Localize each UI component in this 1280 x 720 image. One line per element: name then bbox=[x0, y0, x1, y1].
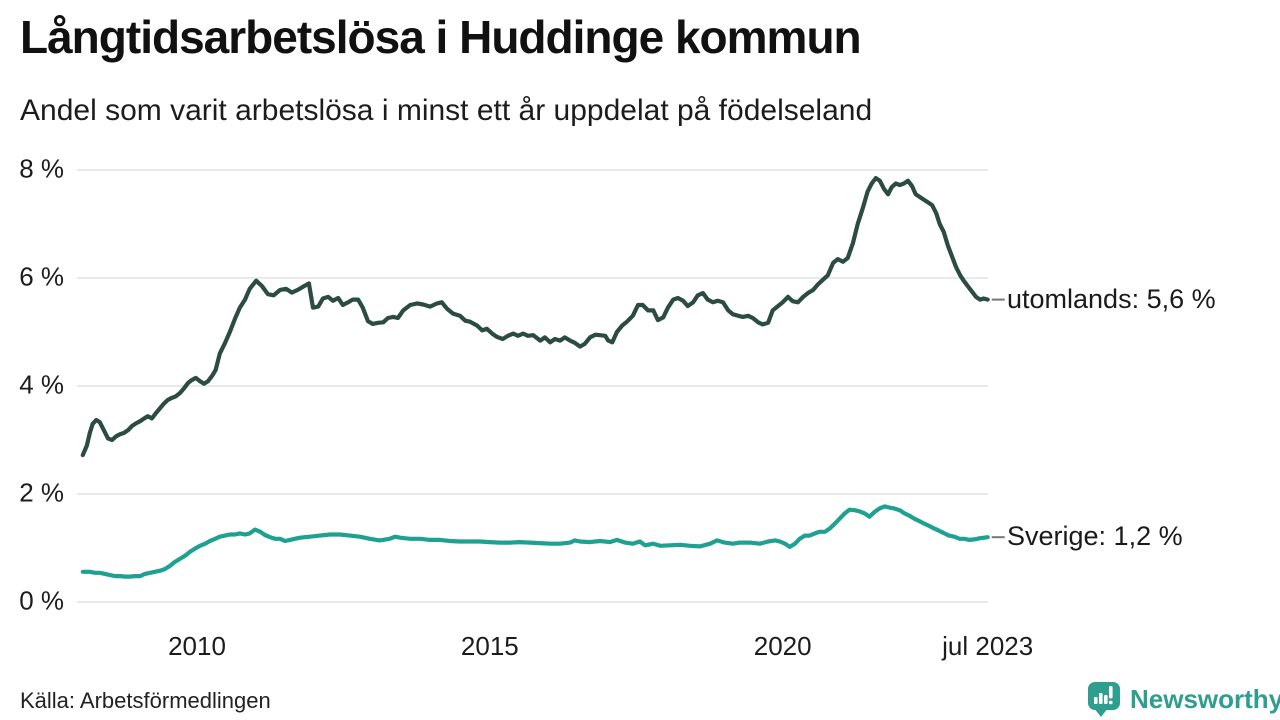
series-line-sverige bbox=[80, 504, 990, 579]
x-axis-tick-jul-2023: jul 2023 bbox=[942, 631, 1034, 661]
chart-title: Långtidsarbetslösa i Huddinge kommun bbox=[20, 11, 862, 63]
brand-wordmark: Newsworthy bbox=[1130, 683, 1280, 714]
y-axis-tick-0: 0 % bbox=[19, 585, 64, 616]
y-axis-tick-8: 8 % bbox=[19, 153, 64, 184]
series-label-utomlands: utomlands: 5,6 % bbox=[1007, 283, 1216, 314]
x-axis-tick-2010: 2010 bbox=[168, 631, 226, 661]
brand-logo: Newsworthy bbox=[1086, 680, 1280, 718]
source-caption: Källa: Arbetsförmedlingen bbox=[20, 688, 271, 713]
x-axis-tick-2015: 2015 bbox=[460, 631, 519, 661]
y-axis-tick-6: 6 % bbox=[19, 261, 64, 292]
newsworthy-bar-chart-bubble-icon bbox=[1086, 680, 1122, 718]
y-axis-tick-2: 2 % bbox=[19, 477, 64, 508]
chart-subtitle: Andel som varit arbetslösa i minst ett å… bbox=[20, 94, 873, 127]
series-label-sverige: Sverige: 1,2 % bbox=[1007, 521, 1183, 552]
y-axis-tick-4: 4 % bbox=[19, 369, 64, 400]
x-axis-tick-2020: 2020 bbox=[753, 631, 812, 661]
series-line-utomlands bbox=[80, 176, 990, 458]
